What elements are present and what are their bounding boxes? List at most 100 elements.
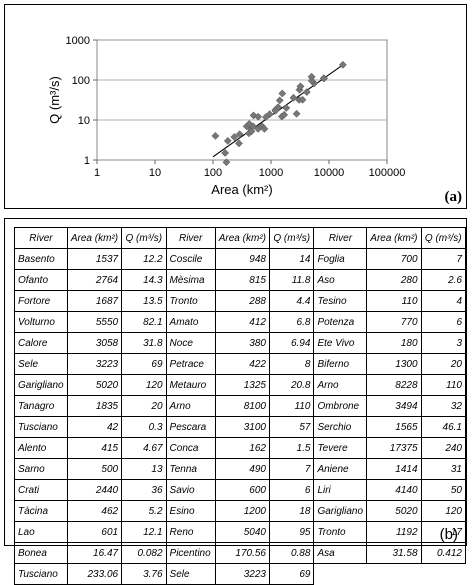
river-name-cell: Tronto (313, 521, 368, 543)
area-cell: 170.56 (214, 542, 270, 564)
area-cell: 2440 (66, 479, 123, 501)
discharge-cell: 11.8 (268, 269, 315, 291)
data-point (307, 72, 316, 81)
river-name-cell: Noce (165, 332, 216, 354)
data-point (249, 122, 257, 131)
x-tick-label: 1 (94, 167, 100, 179)
discharge-cell: 46.1 (420, 416, 467, 438)
table-row: Fortore 1687 13.5 Tronto 288 4.4 Tesino 110 4 (14, 290, 467, 312)
data-point (234, 139, 243, 148)
river-name-cell: Esino (165, 500, 216, 522)
river-name-cell: Pescara (165, 416, 216, 438)
y-tick-label: 10 (78, 115, 90, 127)
y-tick-label: 100 (72, 75, 90, 87)
discharge-cell: 32 (420, 395, 467, 417)
data-point (296, 82, 305, 91)
table-row: Tàcina 462 5.2 Esino 1200 18 Garigliano 5020 120 (14, 500, 467, 522)
river-name-cell: Tusciano (14, 563, 68, 585)
river-name-cell: Calore (14, 332, 68, 354)
discharge-cell: 6 (420, 311, 467, 333)
river-name-cell: Liri (313, 479, 368, 501)
data-point (320, 74, 329, 83)
discharge-cell: 4.67 (121, 437, 167, 459)
data-point (235, 130, 244, 139)
data-point (278, 89, 287, 98)
river-name-cell: Petrace (165, 353, 216, 375)
river-name-cell: Ombrone (313, 395, 368, 417)
discharge-cell: 3 (420, 332, 467, 354)
area-cell: 233.06 (66, 563, 123, 585)
area-cell: 815 (214, 269, 270, 291)
river-name-cell: Tanagro (14, 395, 68, 417)
panel-a-label: (a) (444, 189, 463, 205)
area-cell: 5020 (66, 374, 123, 396)
x-tick-label: 10000 (314, 167, 345, 179)
x-tick-label: 10 (149, 167, 161, 179)
header-q: Q (m³/s) (121, 227, 167, 249)
scatter-chart: 1 10 100 1000 1 10 100 1000 10000 100000 Area (km²… (47, 35, 405, 197)
river-name-cell: Ete Vivo (313, 332, 368, 354)
table-row: Tanagro 1835 20 Arno 8100 110 Ombrone 3494 32 (14, 395, 467, 417)
area-cell: 1192 (366, 521, 422, 543)
river-name-cell: Ofanto (14, 269, 68, 291)
data-point (271, 106, 280, 115)
discharge-cell: 31.8 (121, 332, 167, 354)
discharge-cell: 120 (420, 500, 467, 522)
river-name-cell: Savio (165, 479, 216, 501)
area-cell: 1200 (214, 500, 270, 522)
data-point (254, 112, 263, 121)
river-name-cell: Reno (165, 521, 216, 543)
area-cell: 3100 (214, 416, 270, 438)
river-name-cell: Volturno (14, 311, 68, 333)
discharge-cell: 31 (420, 458, 467, 480)
area-cell: 288 (214, 290, 270, 312)
discharge-cell: 0.412 (420, 542, 467, 564)
discharge-cell: 5.2 (121, 500, 167, 522)
area-cell: 380 (214, 332, 270, 354)
area-cell: 162 (214, 437, 270, 459)
data-point (289, 93, 298, 102)
river-name-cell: Potenza (313, 311, 368, 333)
river-name-cell: Tronto (165, 290, 216, 312)
header-river: River (14, 227, 68, 249)
area-cell: 1325 (214, 374, 270, 396)
area-cell: 415 (66, 437, 123, 459)
river-name-cell: Garigliano (14, 374, 68, 396)
area-cell: 601 (66, 521, 123, 543)
river-name-cell: Alento (14, 437, 68, 459)
area-cell: 280 (366, 269, 422, 291)
river-name-cell: Tàcina (14, 500, 68, 522)
data-point (221, 149, 230, 157)
river-name-cell: Aso (313, 269, 368, 291)
discharge-cell: 1.5 (268, 437, 315, 459)
data-point (265, 110, 274, 119)
discharge-cell: 14 (268, 248, 315, 270)
table-row: Sele 3223 69 Petrace 422 8 Biferno 1300 20 (14, 353, 467, 375)
discharge-cell: 7 (420, 248, 467, 270)
river-name-cell: Aniene (313, 458, 368, 480)
discharge-cell: 6.94 (268, 332, 315, 354)
figure-panel-b: River Area (km²) Q (m³/s) River Area (km… (4, 218, 467, 585)
data-point (275, 96, 284, 105)
discharge-cell: 20 (121, 395, 167, 417)
table-row: Lao 601 12.1 Reno 5040 95 Tronto 1192 17 (14, 521, 467, 543)
discharge-cell: 2.6 (420, 269, 467, 291)
area-cell: 1835 (66, 395, 123, 417)
data-point (260, 124, 269, 133)
area-cell: 3058 (66, 332, 123, 354)
discharge-cell: 13.5 (121, 290, 167, 312)
river-name-cell: Sarno (14, 458, 68, 480)
header-area: Area (km²) (214, 227, 270, 249)
area-cell: 8228 (366, 374, 422, 396)
area-cell: 700 (366, 248, 422, 270)
data-point (222, 158, 231, 167)
discharge-cell: 13 (121, 458, 167, 480)
data-point (211, 131, 220, 140)
table-row: Alento 415 4.67 Conca 162 1.5 Tevere 17375 240 (14, 437, 467, 459)
area-cell: 2764 (66, 269, 123, 291)
area-cell: 5020 (366, 500, 422, 522)
discharge-cell: 12.2 (121, 248, 167, 270)
area-cell: 3223 (66, 353, 123, 375)
data-point (230, 133, 239, 141)
discharge-cell: 14.3 (121, 269, 167, 291)
